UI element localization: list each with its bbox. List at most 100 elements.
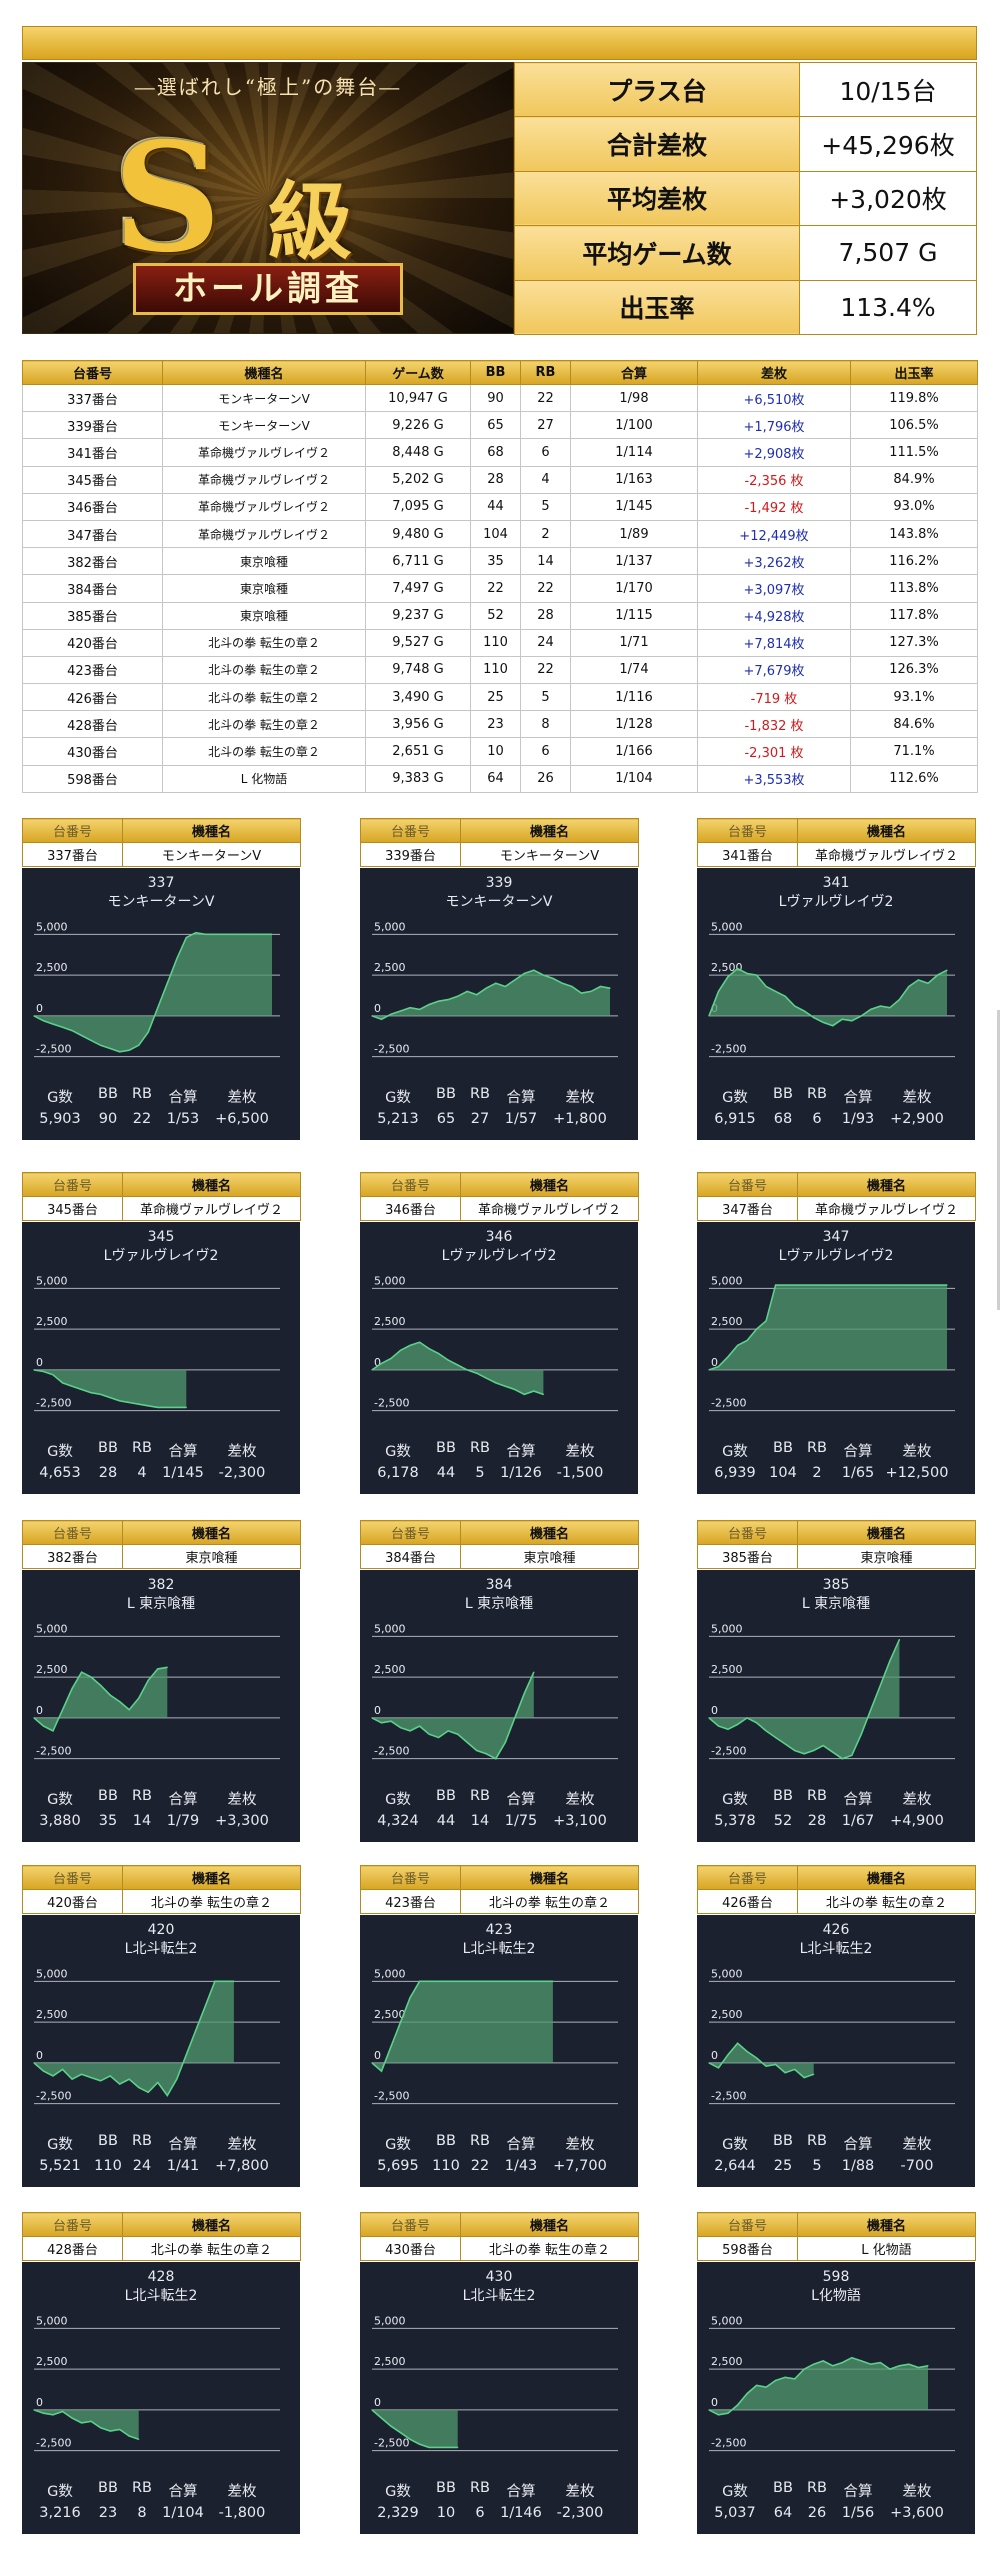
stats-value-row: 5,903 90 22 1/53 +6,500 — [22, 1111, 300, 1133]
table-cell: 127.3% — [850, 628, 978, 657]
data-point — [708, 1717, 710, 1719]
card-model-header: 機種名 — [460, 818, 639, 843]
stat-header: 合算 — [168, 2137, 198, 2153]
data-point — [42, 1020, 45, 1022]
data-point — [204, 2005, 206, 2007]
slump-chart: 420 L北斗転生2 5,000 2,500 0 -2,500 — [33, 1922, 280, 2105]
card-model-header: 機種名 — [460, 2212, 639, 2237]
data-point — [81, 1671, 83, 1673]
stat-header: 合算 — [506, 1444, 536, 1460]
summary-value: +3,020枚 — [799, 170, 977, 227]
data-point — [514, 1388, 516, 1391]
data-point — [119, 1701, 121, 1703]
y-tick-label: 2,500 — [36, 2008, 68, 2021]
stats-header-row: G数 BB RB 合算 差枚 — [697, 2133, 975, 2155]
card-model-header: 機種名 — [797, 818, 976, 843]
y-tick-label: 5,000 — [36, 2314, 68, 2327]
data-point — [889, 1007, 891, 1009]
data-point — [927, 982, 929, 984]
stats-value-row: 2,329 10 6 1/146 -2,300 — [360, 2505, 638, 2527]
area-fill — [34, 1667, 168, 1731]
data-point — [128, 1401, 130, 1404]
chart-stats: G数 BB RB 合算 差枚 6,915 68 6 1/93 +2,900 — [697, 1086, 975, 1138]
chart-card-337: 台番号 機種名 337番台 モンキーターンV 337 モンキーターンV 5,000 2,500… — [22, 818, 301, 1140]
data-point — [390, 2425, 392, 2427]
data-point — [380, 1362, 383, 1364]
stat-header: RB — [469, 1788, 491, 1804]
y-tick-label: 5,000 — [711, 1622, 743, 1635]
data-point — [81, 1388, 83, 1391]
data-point — [457, 995, 459, 997]
stat-header: 差枚 — [902, 2484, 932, 2500]
data-point — [580, 992, 582, 994]
table-cell: 1/116 — [570, 683, 698, 712]
data-point — [870, 1008, 872, 1010]
chart-title: 423 — [486, 1922, 513, 1938]
chart-stats: G数 BB RB 合算 差枚 5,695 110 22 1/43 +7,700 — [360, 2133, 638, 2185]
chart-panel: 426 L北斗転生2 5,000 2,500 0 -2,500 G数 BB RB 合算 差枚 2,64… — [697, 1915, 975, 2187]
table-cell: 北斗の拳 転生の章２ — [162, 683, 366, 712]
y-tick-label: 5,000 — [374, 2314, 406, 2327]
y-tick-label: -2,500 — [36, 2437, 71, 2450]
y-tick-label: -2,500 — [711, 2090, 746, 2103]
table-row: 420番台 北斗の拳 転生の章２ 9,527 G 110 24 1/71 +7,814枚 12… — [22, 628, 978, 657]
data-point — [870, 1284, 872, 1286]
table-cell: 5,202 G — [365, 465, 471, 494]
table-cell: 1/166 — [570, 737, 698, 766]
table-cell: 23 — [470, 710, 521, 739]
data-point — [851, 2357, 853, 2359]
data-point — [813, 2363, 815, 2365]
slump-chart: 345 Lヴァルヴレイヴ2 5,000 2,500 0 -2,500 — [33, 1229, 280, 1412]
data-point — [400, 1010, 402, 1012]
data-point — [803, 1010, 805, 1012]
summary-row: 平均差枚 +3,020枚 — [514, 170, 977, 227]
chart-stats: G数 BB RB 合算 差枚 5,521 110 24 1/41 +7,800 — [22, 2133, 300, 2185]
chart-title: 339 — [486, 875, 513, 891]
data-point — [523, 972, 525, 975]
table-cell: 110 — [470, 628, 521, 657]
card-header: 台番号 機種名 345番台 革命機ヴァルヴレイヴ２ — [22, 1172, 301, 1221]
stat-value: +3,300 — [215, 1813, 269, 1829]
data-point — [756, 1328, 758, 1330]
stat-header: 合算 — [506, 2137, 536, 2153]
data-point — [90, 1676, 92, 1678]
stat-value: 5,521 — [39, 2158, 81, 2174]
table-cell: +12,449枚 — [697, 519, 851, 549]
data-point — [870, 2363, 872, 2365]
stat-header: G数 — [47, 2484, 73, 2500]
chart-subtitle: L北斗転生2 — [463, 2288, 536, 2304]
table-cell: 382番台 — [22, 547, 163, 576]
machine-table-header: 機種名 — [162, 360, 366, 385]
data-point — [879, 2362, 881, 2364]
data-point — [33, 1015, 35, 1017]
chart-stats: G数 BB RB 合算 差枚 2,329 10 6 1/146 -2,300 — [360, 2480, 638, 2532]
table-cell: 25 — [470, 683, 521, 712]
stat-value: 1/53 — [166, 1111, 200, 1127]
machine-table-header: ゲーム数 — [365, 360, 471, 385]
stat-header: G数 — [722, 1792, 748, 1808]
data-point — [765, 1320, 767, 1322]
stat-header: G数 — [385, 1792, 411, 1808]
data-point — [879, 1005, 881, 1007]
y-tick-label: 5,000 — [374, 920, 406, 933]
data-point — [860, 1284, 862, 1286]
table-cell: 64 — [470, 764, 521, 793]
stat-value: +6,500 — [215, 1111, 269, 1127]
y-tick-label: 5,000 — [711, 1274, 743, 1287]
y-tick-label: -2,500 — [711, 1043, 746, 1056]
card-unit-header: 台番号 — [697, 818, 798, 843]
series-line — [371, 1980, 553, 2073]
data-point — [936, 1284, 939, 1286]
stat-header: G数 — [722, 2137, 748, 2153]
data-point — [138, 2438, 140, 2440]
stat-header: BB — [773, 1440, 793, 1456]
stat-header: 合算 — [843, 1444, 873, 1460]
data-point — [717, 2414, 720, 2416]
stats-value-row: 2,644 25 5 1/88 -700 — [697, 2158, 975, 2180]
y-tick-label: 5,000 — [36, 1967, 68, 1980]
data-point — [447, 1730, 449, 1732]
card-model: モンキーターンV — [122, 842, 301, 867]
data-point — [889, 1660, 891, 1662]
data-point — [419, 1980, 421, 1982]
